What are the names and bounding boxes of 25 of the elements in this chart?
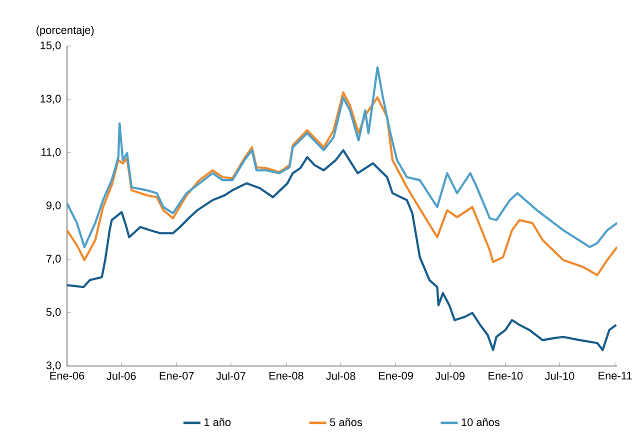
- x-tick-label: Ene-11: [598, 372, 632, 380]
- y-tick-label: 3,0: [46, 362, 61, 371]
- x-tick-label: Jul-06: [106, 372, 136, 380]
- x-tick-label: Jul-07: [216, 372, 246, 380]
- legend-label: 1 año: [204, 418, 231, 426]
- legend-label: 10 años: [462, 418, 500, 426]
- x-tick-label: Ene-08: [269, 372, 304, 380]
- y-tick-label: 5,0: [46, 308, 61, 318]
- x-tick-label: Ene-10: [488, 372, 523, 380]
- y-tick-label: 9,0: [46, 202, 61, 211]
- x-tick-label: Jul-09: [435, 372, 465, 380]
- y-tick-label: 11,0: [41, 148, 61, 158]
- legend-label: 5 años: [330, 418, 362, 426]
- x-tick-label: Ene-07: [160, 372, 194, 380]
- line-series: [67, 91, 618, 276]
- y-tick-label: 13,0: [40, 94, 61, 104]
- line-series: [67, 66, 618, 248]
- y-axis-title: (porcentaje): [36, 26, 94, 36]
- x-tick-label: Jul-08: [326, 372, 356, 380]
- x-tick-label: Ene-06: [50, 372, 84, 380]
- y-tick-label: 7,0: [46, 254, 61, 264]
- x-tick-label: Jul-10: [545, 372, 574, 380]
- y-tick-label: 15,0: [40, 42, 61, 51]
- line-series: [67, 149, 618, 352]
- x-tick-label: Ene-09: [379, 372, 413, 380]
